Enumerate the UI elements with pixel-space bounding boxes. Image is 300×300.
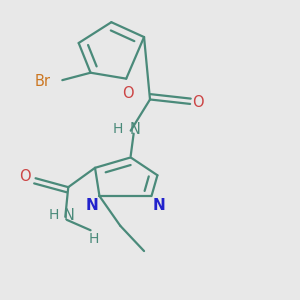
Text: H: H [113,122,123,136]
Text: O: O [192,95,203,110]
Text: N: N [64,208,75,223]
Text: O: O [20,169,31,184]
Text: O: O [122,86,134,101]
Text: H: H [88,232,99,246]
Text: N: N [130,122,141,137]
Text: Br: Br [34,74,50,89]
Text: N: N [153,198,166,213]
Text: H: H [49,208,59,222]
Text: N: N [85,198,98,213]
